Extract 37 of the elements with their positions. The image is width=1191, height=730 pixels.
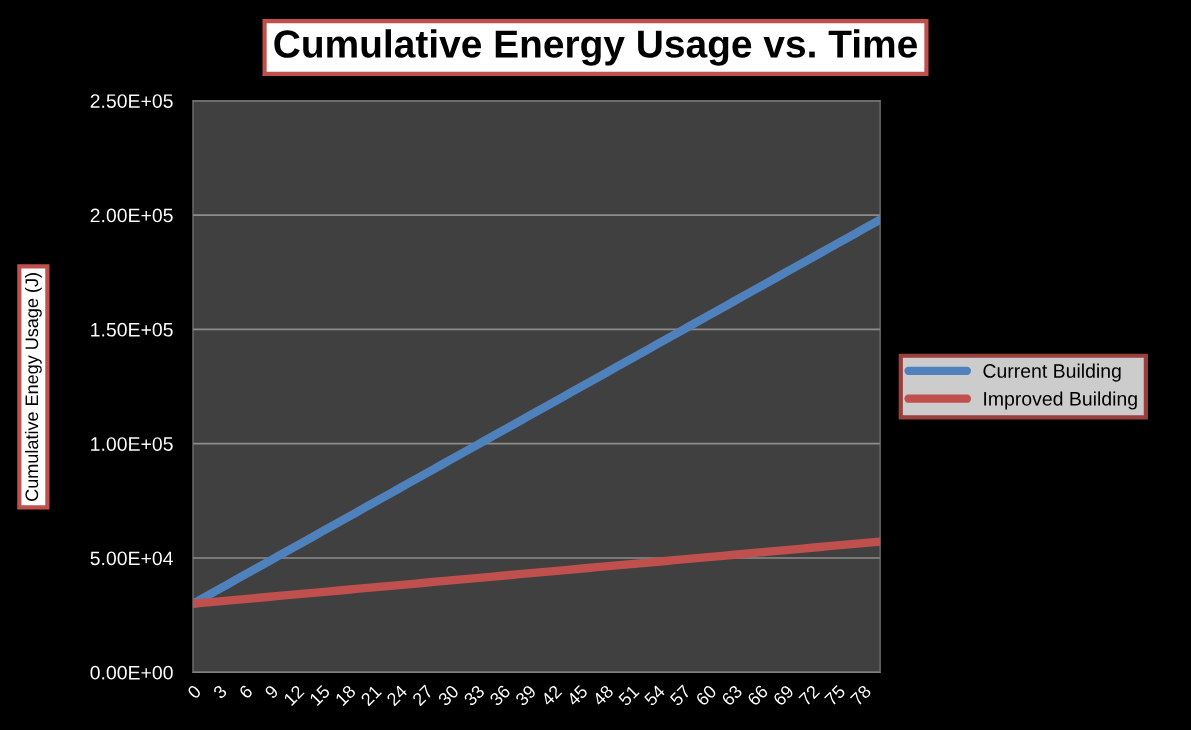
x-tick-label: 75 xyxy=(824,684,847,707)
legend-label: Improved Building xyxy=(984,391,1137,410)
y-tick-label: 1.50E+05 xyxy=(91,322,173,337)
y-tick-label: 2.50E+05 xyxy=(90,94,173,108)
x-tick-label: 18 xyxy=(334,684,357,707)
x-tick-label: 0 xyxy=(186,684,202,700)
x-tick-label: 36 xyxy=(488,684,511,707)
y-tick-label: 5.00E+04 xyxy=(90,551,173,566)
x-tick-label: 15 xyxy=(309,684,331,707)
x-tick-label: 57 xyxy=(669,684,692,707)
x-tick-label: 51 xyxy=(617,684,640,707)
y-axis-title: Cumulative Enegy Usage (J) xyxy=(24,273,42,501)
x-tick-label: 54 xyxy=(643,684,666,707)
x-tick-label: 27 xyxy=(411,684,434,707)
x-tick-label: 45 xyxy=(566,684,589,707)
x-tick-label: 39 xyxy=(514,684,537,707)
x-tick-label: 78 xyxy=(849,684,872,707)
x-tick-label: 9 xyxy=(264,684,280,700)
x-tick-label: 6 xyxy=(238,684,254,700)
legend-label: Current Building xyxy=(983,363,1121,382)
x-tick-label: 63 xyxy=(720,684,743,707)
x-tick-label: 48 xyxy=(591,684,615,707)
x-tick-label: 42 xyxy=(540,684,563,707)
x-tick-label: 30 xyxy=(437,684,460,707)
chart-title: Cumulative Energy Usage vs. Time xyxy=(274,29,917,66)
x-tick-label: 21 xyxy=(360,684,382,707)
y-tick-label: 1.00E+05 xyxy=(91,437,173,451)
y-tick-label: 0.00E+00 xyxy=(90,665,173,680)
x-tick-label: 12 xyxy=(283,684,305,706)
x-tick-label: 3 xyxy=(212,684,228,700)
x-tick-label: 33 xyxy=(463,684,486,707)
x-tick-label: 60 xyxy=(695,684,718,707)
x-tick-label: 69 xyxy=(772,684,795,707)
x-tick-label: 66 xyxy=(746,684,769,707)
x-tick-label: 24 xyxy=(385,684,408,707)
y-tick-label: 2.00E+05 xyxy=(90,208,173,223)
x-tick-label: 72 xyxy=(798,684,821,707)
